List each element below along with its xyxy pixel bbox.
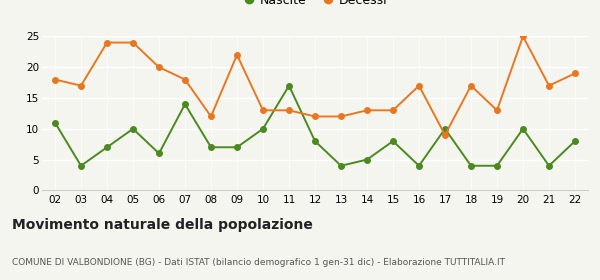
Decessi (103, 41, 110, 44)
Nascite (155, 152, 163, 155)
Nascite (103, 146, 110, 149)
Decessi (442, 133, 449, 137)
Line: Decessi: Decessi (52, 34, 578, 138)
Decessi (571, 72, 578, 75)
Decessi (364, 109, 371, 112)
Nascite (442, 127, 449, 130)
Decessi (130, 41, 137, 44)
Decessi (181, 78, 188, 81)
Nascite (364, 158, 371, 161)
Nascite (77, 164, 85, 167)
Nascite (493, 164, 500, 167)
Decessi (467, 84, 475, 87)
Nascite (208, 146, 215, 149)
Decessi (337, 115, 344, 118)
Nascite (233, 146, 241, 149)
Nascite (337, 164, 344, 167)
Nascite (389, 139, 397, 143)
Decessi (233, 53, 241, 57)
Decessi (545, 84, 553, 87)
Nascite (259, 127, 266, 130)
Nascite (52, 121, 59, 124)
Nascite (545, 164, 553, 167)
Nascite (286, 84, 293, 87)
Legend: Nascite, Decessi: Nascite, Decessi (238, 0, 392, 12)
Decessi (493, 109, 500, 112)
Text: COMUNE DI VALBONDIONE (BG) - Dati ISTAT (bilancio demografico 1 gen-31 dic) - El: COMUNE DI VALBONDIONE (BG) - Dati ISTAT … (12, 258, 505, 267)
Decessi (311, 115, 319, 118)
Nascite (571, 139, 578, 143)
Decessi (286, 109, 293, 112)
Decessi (415, 84, 422, 87)
Line: Nascite: Nascite (52, 83, 578, 169)
Nascite (130, 127, 137, 130)
Nascite (415, 164, 422, 167)
Decessi (520, 35, 527, 38)
Decessi (259, 109, 266, 112)
Decessi (77, 84, 85, 87)
Decessi (208, 115, 215, 118)
Text: Movimento naturale della popolazione: Movimento naturale della popolazione (12, 218, 313, 232)
Nascite (311, 139, 319, 143)
Nascite (181, 102, 188, 106)
Nascite (520, 127, 527, 130)
Nascite (467, 164, 475, 167)
Decessi (52, 78, 59, 81)
Decessi (389, 109, 397, 112)
Decessi (155, 66, 163, 69)
